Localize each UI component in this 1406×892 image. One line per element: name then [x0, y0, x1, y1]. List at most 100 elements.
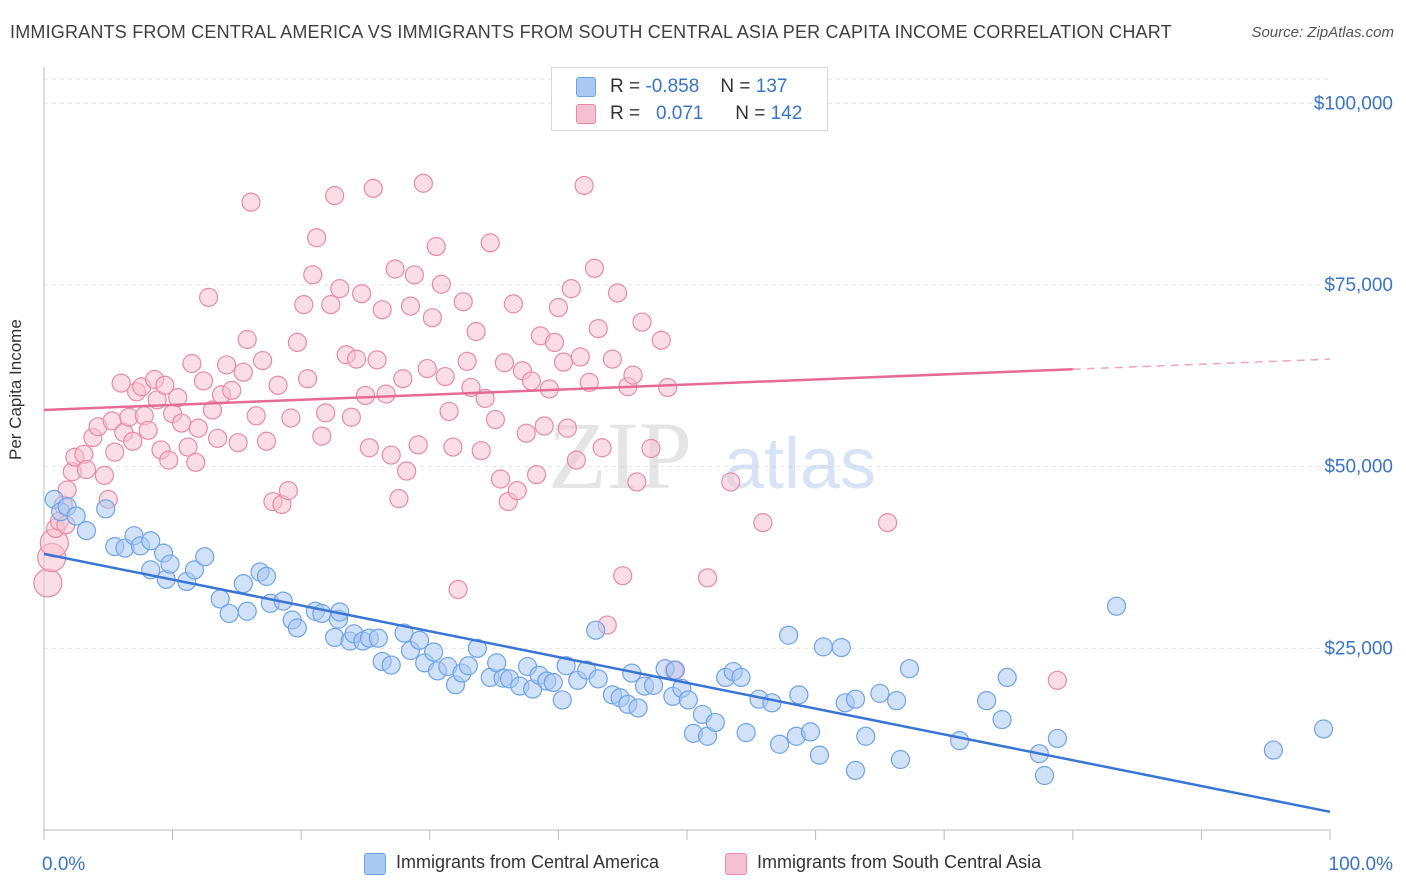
y-tick-label: $100,000 [1314, 93, 1393, 114]
data-point [778, 625, 799, 645]
data-point [76, 459, 97, 480]
data-point [359, 438, 379, 458]
data-point [341, 407, 361, 427]
data-point [480, 233, 500, 253]
data-point [890, 749, 911, 770]
data-point [303, 265, 323, 285]
data-point [1106, 596, 1127, 616]
data-point [521, 371, 541, 391]
data-point [697, 568, 718, 588]
data-point [408, 435, 428, 455]
data-point [202, 400, 223, 420]
data-point [579, 372, 599, 392]
data-point [256, 431, 277, 451]
data-point [372, 300, 392, 320]
legend-swatch-blue [576, 77, 596, 97]
data-point [588, 669, 608, 689]
data-point [253, 350, 273, 371]
data-point [141, 531, 161, 551]
data-point [1313, 719, 1334, 739]
data-point [66, 506, 86, 526]
x-tick-label: 0.0% [42, 854, 85, 875]
data-point [417, 358, 437, 379]
trend-line-central-america [43, 552, 1331, 814]
legend-n-value: 142 [770, 103, 803, 124]
data-point [602, 349, 623, 369]
data-point [471, 441, 491, 461]
data-point [556, 656, 576, 676]
axes [43, 67, 1331, 840]
watermark-atlas: atlas [724, 424, 876, 504]
data-point [627, 472, 647, 492]
data-point [721, 472, 741, 492]
data-point [813, 637, 833, 657]
data-point [548, 297, 569, 318]
y-axis-label: Per Capita Income [6, 319, 25, 460]
data-point [325, 186, 345, 206]
data-point [94, 465, 115, 485]
data-point [448, 579, 468, 600]
data-point [561, 279, 581, 299]
data-point [544, 332, 565, 353]
data-point [385, 259, 405, 279]
data-point [731, 667, 751, 688]
legend-swatch-pink [576, 104, 596, 124]
data-point [507, 481, 527, 501]
data-point [628, 698, 648, 718]
data-point [188, 418, 208, 438]
data-point [316, 403, 336, 423]
data-point [217, 355, 237, 375]
data-point [346, 349, 367, 369]
data-point [397, 461, 417, 481]
data-point [426, 236, 446, 257]
data-point [643, 675, 664, 695]
data-point [753, 513, 773, 533]
data-point [159, 450, 179, 470]
data-point [586, 620, 606, 640]
legend-text-blue: R = -0.858 N = 137 [610, 76, 787, 98]
data-point [516, 423, 536, 443]
data-point [466, 321, 486, 342]
data-point [665, 660, 686, 680]
chart-title: IMMIGRANTS FROM CENTRAL AMERICA VS IMMIG… [10, 22, 1172, 42]
data-point [312, 426, 332, 446]
data-point [256, 566, 277, 586]
data-point [237, 329, 257, 350]
data-point [870, 683, 890, 703]
data-point [381, 655, 401, 675]
data-point [439, 401, 459, 422]
data-point [389, 489, 409, 509]
data-point [160, 554, 180, 574]
data-point [138, 420, 158, 440]
tick-labels: $25,000 $50,000 $75,000 $100,000 0.0% 100.0% [42, 93, 1393, 875]
data-point [658, 377, 678, 398]
data-point [278, 481, 298, 501]
data-point [856, 726, 876, 746]
bottom-legend-label: Immigrants from South Central Asia [757, 852, 1042, 872]
y-tick-label: $50,000 [1324, 457, 1393, 478]
data-point [376, 384, 396, 404]
data-point [123, 431, 143, 451]
data-point [485, 409, 505, 430]
data-point [457, 351, 477, 371]
bottom-legend-swatch-blue [364, 853, 386, 875]
trend-lines [43, 358, 1331, 814]
data-point [467, 638, 487, 658]
data-point [368, 628, 388, 648]
data-point [199, 287, 219, 307]
data-point [400, 296, 421, 316]
legend-r-value: -0.858 [645, 76, 700, 97]
data-point [1047, 728, 1067, 749]
data-point [246, 406, 266, 426]
data-point [588, 319, 608, 339]
data-point [307, 228, 327, 248]
data-point [899, 659, 920, 679]
data-point [705, 712, 725, 733]
data-point [845, 760, 866, 781]
data-point [76, 521, 97, 541]
data-point [584, 258, 605, 278]
data-point [736, 723, 756, 743]
data-point [321, 295, 341, 315]
data-point [172, 413, 192, 433]
